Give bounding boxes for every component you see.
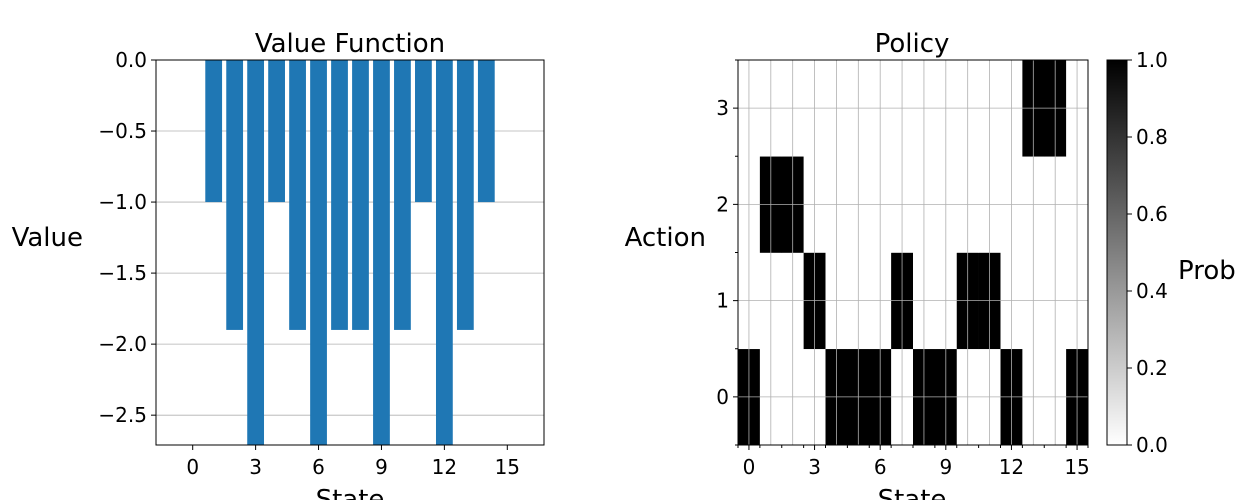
value-y-axis-label: Value bbox=[12, 223, 83, 253]
value-x-tick-label: 9 bbox=[375, 455, 388, 479]
policy-x-tick-label: 9 bbox=[939, 455, 952, 479]
value-x-tick-label: 6 bbox=[312, 455, 325, 479]
value-chart-title: Value Function bbox=[255, 29, 445, 59]
value-x-tick-label: 12 bbox=[432, 455, 457, 479]
value-bar bbox=[352, 60, 369, 330]
value-bar bbox=[331, 60, 348, 330]
value-bar bbox=[435, 60, 453, 445]
colorbar-tick-label: 0.2 bbox=[1136, 356, 1168, 380]
colorbar-tick-label: 0.4 bbox=[1136, 279, 1168, 303]
policy-y-axis-label: Action bbox=[625, 223, 706, 253]
value-x-tick-label: 15 bbox=[495, 455, 520, 479]
policy-x-tick-label: 6 bbox=[874, 455, 887, 479]
value-bar bbox=[289, 60, 306, 330]
value-bar bbox=[205, 60, 223, 203]
policy-chart-title: Policy bbox=[875, 29, 950, 59]
value-y-tick-label: −1.0 bbox=[98, 190, 147, 214]
value-bar bbox=[268, 60, 285, 203]
value-y-tick-label: −1.5 bbox=[98, 261, 147, 285]
value-bar bbox=[310, 60, 327, 445]
value-bar bbox=[415, 60, 432, 203]
value-bar bbox=[456, 60, 474, 330]
policy-x-axis-label: State bbox=[878, 485, 947, 500]
policy-y-tick-label: 0 bbox=[716, 385, 729, 409]
value-y-tick-label: −2.0 bbox=[98, 332, 147, 356]
policy-x-tick-label: 15 bbox=[1064, 455, 1089, 479]
colorbar-label: Prob bbox=[1178, 256, 1236, 286]
colorbar bbox=[1106, 59, 1128, 446]
colorbar-tick-label: 0.8 bbox=[1136, 125, 1168, 149]
value-bar bbox=[373, 60, 390, 445]
value-y-tick-label: −0.5 bbox=[98, 119, 147, 143]
value-bar bbox=[394, 60, 411, 330]
value-x-axis-label: State bbox=[316, 485, 385, 500]
value-plot-frame bbox=[155, 59, 545, 446]
colorbar-tick-label: 1.0 bbox=[1136, 48, 1168, 72]
colorbar-tick-label: 0.6 bbox=[1136, 202, 1168, 226]
colorbar-tick-label: 0.0 bbox=[1136, 433, 1168, 457]
value-x-tick-label: 0 bbox=[186, 455, 199, 479]
value-y-tick-label: −2.5 bbox=[98, 403, 147, 427]
policy-y-tick-label: 1 bbox=[716, 289, 729, 313]
value-bar bbox=[247, 60, 265, 445]
policy-x-tick-label: 0 bbox=[743, 455, 756, 479]
value-y-tick-label: 0.0 bbox=[115, 48, 147, 72]
policy-x-tick-label: 12 bbox=[999, 455, 1024, 479]
value-bar bbox=[226, 60, 244, 330]
value-bar bbox=[477, 60, 495, 203]
policy-y-tick-label: 2 bbox=[716, 192, 729, 216]
policy-y-tick-label: 3 bbox=[716, 96, 729, 120]
value-function-chart: Value Function 0.0 −0.5 −1.0 −1.5 −2.0 −2.5 0… bbox=[12, 29, 545, 500]
value-x-tick-label: 3 bbox=[249, 455, 262, 479]
policy-x-tick-label: 3 bbox=[808, 455, 821, 479]
